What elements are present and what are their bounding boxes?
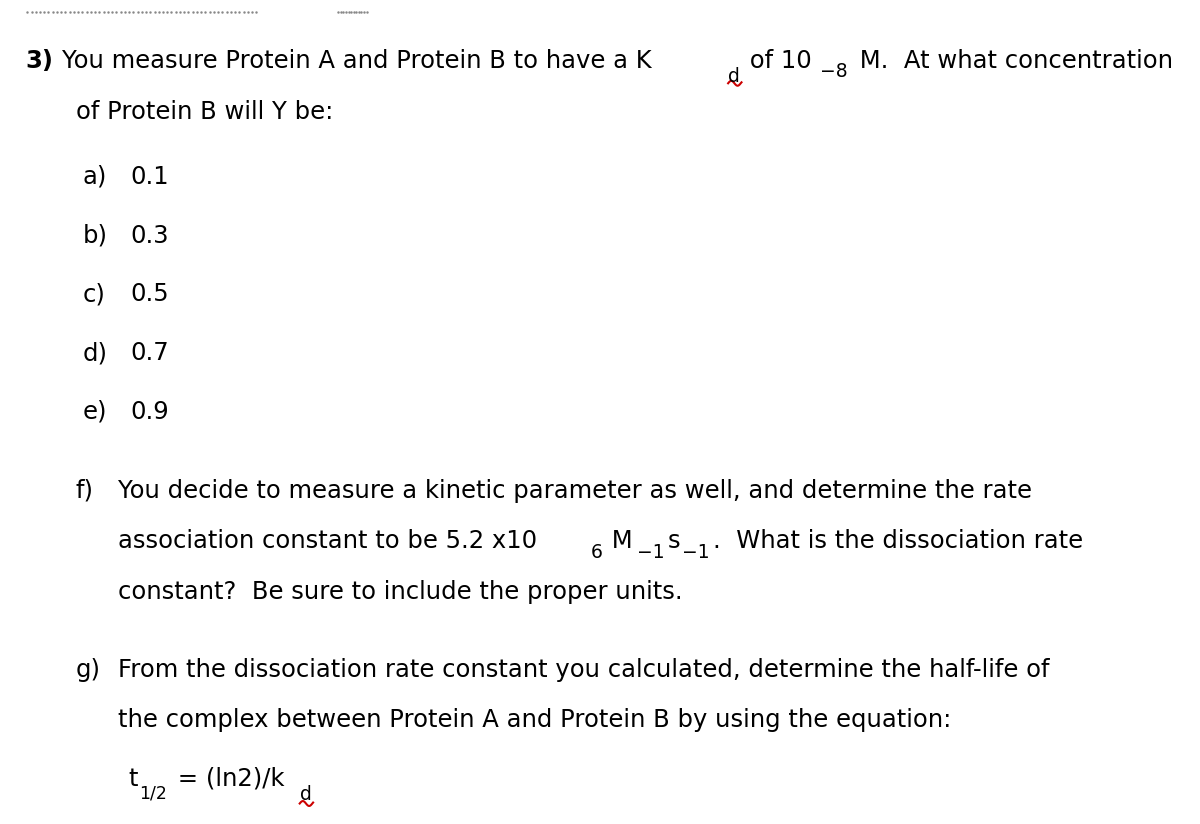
Text: M.  At what concentration: M. At what concentration [852, 49, 1172, 73]
Text: d): d) [83, 341, 108, 365]
Text: 0.7: 0.7 [131, 341, 169, 365]
Text: = (ln2)/k: = (ln2)/k [170, 767, 284, 791]
Text: .  What is the dissociation rate: . What is the dissociation rate [714, 530, 1084, 554]
Text: d: d [300, 784, 312, 803]
Text: −1: −1 [683, 542, 710, 561]
Text: d: d [728, 67, 740, 86]
Text: s: s [668, 530, 680, 554]
Text: of 10: of 10 [742, 49, 811, 73]
Text: 3): 3) [25, 49, 53, 73]
Text: 6: 6 [592, 542, 602, 561]
Text: t: t [128, 767, 138, 791]
Text: −8: −8 [821, 62, 848, 81]
Text: From the dissociation rate constant you calculated, determine the half-life of: From the dissociation rate constant you … [118, 658, 1049, 681]
Text: g): g) [76, 658, 101, 681]
Text: constant?  Be sure to include the proper units.: constant? Be sure to include the proper … [118, 580, 683, 604]
Text: 0.9: 0.9 [131, 400, 169, 424]
Text: 0.5: 0.5 [131, 283, 169, 307]
Text: M: M [605, 530, 634, 554]
Text: of Protein B will Y be:: of Protein B will Y be: [76, 100, 332, 124]
Text: 0.3: 0.3 [131, 223, 169, 247]
Text: a): a) [83, 165, 107, 189]
Text: e): e) [83, 400, 108, 424]
Text: c): c) [83, 283, 106, 307]
Text: f): f) [76, 479, 94, 503]
Text: the complex between Protein A and Protein B by using the equation:: the complex between Protein A and Protei… [118, 708, 952, 732]
Text: 1/2: 1/2 [139, 784, 167, 803]
Text: b): b) [83, 223, 108, 247]
Text: You measure Protein A and Protein B to have a K: You measure Protein A and Protein B to h… [62, 49, 652, 73]
Text: −1: −1 [637, 542, 665, 561]
Text: You decide to measure a kinetic parameter as well, and determine the rate: You decide to measure a kinetic paramete… [118, 479, 1032, 503]
Text: 0.1: 0.1 [131, 165, 169, 189]
Text: association constant to be 5.2 x10: association constant to be 5.2 x10 [118, 530, 536, 554]
